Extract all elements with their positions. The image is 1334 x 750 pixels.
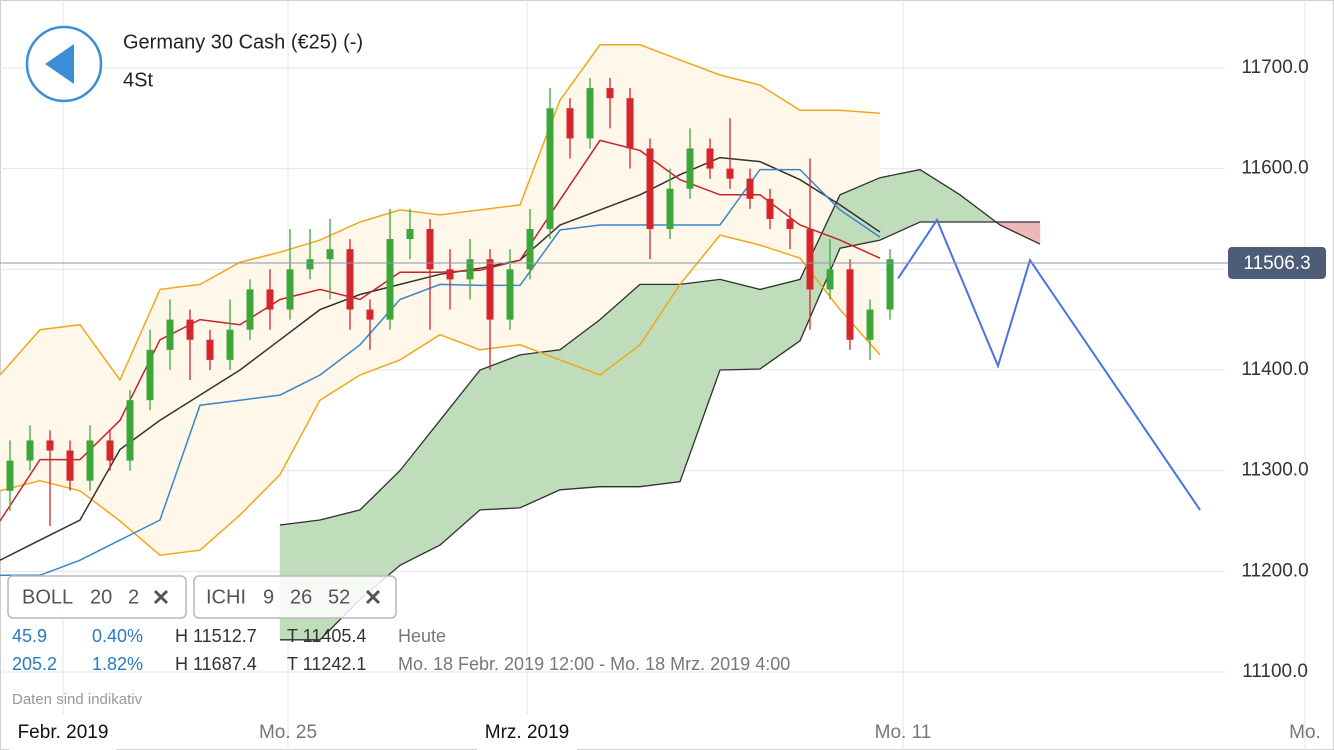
candle-body [586, 88, 594, 139]
indicator-name: ICHI [206, 586, 246, 608]
stat-high: H 11512.7 [175, 626, 257, 646]
stat-change-pct: 0.40% [92, 626, 143, 646]
x-tick-label: Febr. 2019 [18, 722, 109, 743]
indicator-param: 26 [290, 586, 312, 608]
back-button[interactable] [25, 25, 103, 103]
candle-body [546, 108, 554, 230]
candle-body [286, 269, 294, 310]
band-lower [0, 234, 881, 556]
y-tick-label: 11700.0 [1241, 57, 1308, 78]
x-label-bg [9, 714, 117, 750]
y-tick-label: 11300.0 [1241, 460, 1308, 481]
cloud-segment [519, 349, 561, 509]
x-tick-label: Mrz. 2019 [485, 722, 569, 743]
candle-body [806, 229, 814, 290]
indicator-param: 20 [90, 586, 112, 608]
candle-body [686, 148, 694, 189]
indicator-param: 2 [128, 586, 139, 608]
candle-body [846, 269, 854, 340]
stat-low: T 11242.1 [287, 654, 366, 674]
band-middle [0, 156, 881, 561]
indicator-chip[interactable] [7, 575, 187, 619]
candle-body [126, 400, 134, 461]
candle-body [326, 249, 334, 260]
candle-body [6, 460, 14, 491]
cloud-span-a [279, 168, 1041, 526]
y-tick-label: 11400.0 [1241, 359, 1308, 380]
last-price-label: 11506.3 [1243, 253, 1310, 274]
stat-period: Mo. 18 Febr. 2019 12:00 - Mo. 18 Mrz. 20… [398, 654, 790, 674]
candle-body [666, 188, 674, 230]
kijun-line [0, 168, 881, 577]
candle-body [66, 450, 74, 481]
stat-change-pct: 1.82% [92, 654, 143, 674]
stat-change: 45.9 [12, 626, 47, 646]
x-label-bg [476, 714, 578, 750]
candle-body [826, 269, 834, 290]
candle-body [526, 229, 534, 270]
candle-body [306, 259, 314, 270]
indicator-name: BOLL [22, 586, 73, 608]
candle-body [486, 259, 494, 320]
indicator-chip[interactable] [193, 575, 397, 619]
candle-body [26, 440, 34, 461]
candle-body [246, 289, 254, 330]
x-tick-label: Mo. 11 [875, 722, 932, 743]
candle-body [766, 198, 774, 219]
y-tick-label: 11100.0 [1242, 661, 1308, 682]
candle-body [726, 168, 734, 179]
candle-body [366, 309, 374, 320]
timeframe: 4St [123, 69, 153, 91]
indicator-param: 9 [263, 586, 274, 608]
candle-body [346, 249, 354, 310]
last-price-box [1228, 246, 1326, 279]
candle-body [566, 108, 574, 139]
candle-body [746, 178, 754, 199]
candle-body [146, 349, 154, 401]
candle-body [406, 229, 414, 240]
stat-high: H 11687.4 [175, 654, 257, 674]
candle-body [266, 289, 274, 310]
candle-body [446, 269, 454, 280]
remove-icon[interactable] [365, 589, 381, 605]
candle-body [186, 319, 194, 340]
y-tick-label: 11600.0 [1241, 158, 1308, 179]
candle-body [606, 88, 614, 99]
candle-body [166, 319, 174, 350]
candle-body [106, 440, 114, 461]
candle-body [386, 239, 394, 320]
y-tick-label: 11200.0 [1241, 560, 1308, 581]
candle-body [786, 218, 794, 230]
candle-body [506, 269, 514, 320]
band-fill [0, 44, 880, 556]
candle-body [206, 339, 214, 360]
candle-body [886, 259, 894, 310]
candle-body [646, 148, 654, 230]
back-arrow[interactable] [45, 44, 74, 84]
stat-change: 205.2 [12, 654, 57, 674]
cloud-segment [719, 279, 761, 371]
candle-body [866, 309, 874, 340]
candle-body [226, 329, 234, 360]
stat-period: Heute [398, 626, 446, 646]
candle-body [466, 259, 474, 280]
indicator-param: 52 [328, 586, 350, 608]
band-upper [0, 44, 881, 382]
candle-body [626, 98, 634, 149]
stat-low: T 11405.4 [287, 626, 366, 646]
remove-icon[interactable] [153, 589, 169, 605]
disclaimer: Daten sind indikativ [12, 691, 143, 708]
candle-body [426, 229, 434, 270]
candle-body [706, 148, 714, 169]
projection-line [897, 217, 1201, 511]
candle-body [86, 440, 94, 481]
cloud-segment [479, 354, 521, 511]
candle-body [46, 440, 54, 451]
cloud-span-b [280, 221, 1040, 641]
chart-title: Germany 30 Cash (€25) (-) [123, 31, 363, 53]
x-tick-label: Mo. [1289, 722, 1321, 743]
x-tick-label: Mo. 25 [259, 722, 317, 743]
